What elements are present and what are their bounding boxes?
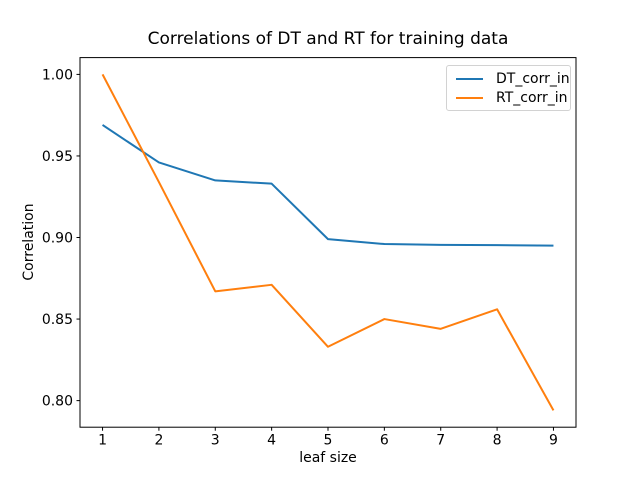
x-tick-label: 5	[324, 433, 333, 449]
legend-item: DT_corr_in	[456, 71, 570, 87]
legend-label: DT_corr_in	[496, 70, 570, 87]
chart-title: Correlations of DT and RT for training d…	[147, 29, 509, 49]
axes-frame	[79, 57, 577, 428]
series-line-DT_corr_in	[101, 124, 554, 247]
x-tick-label: 1	[98, 433, 107, 449]
legend: DT_corr_in RT_corr_in	[446, 65, 571, 111]
y-axis-label: Correlation	[21, 203, 37, 281]
x-tick-label: 9	[549, 433, 558, 449]
x-tick-label: 2	[154, 433, 163, 449]
x-tick-label: 3	[211, 433, 220, 449]
x-tick-label: 8	[493, 433, 502, 449]
y-tick-label: 0.85	[42, 312, 73, 328]
y-tick-label: 0.80	[42, 394, 73, 410]
legend-item: RT_corr_in	[456, 90, 568, 106]
y-tick-label: 1.00	[42, 67, 73, 83]
x-tick-label: 7	[436, 433, 445, 449]
series-line-RT_corr_in	[101, 73, 555, 411]
legend-line-sample	[456, 96, 483, 99]
x-tick-label: 6	[380, 433, 389, 449]
legend-line-sample	[456, 77, 483, 80]
y-tick-label: 0.90	[42, 231, 73, 247]
x-tick-label: 4	[267, 433, 276, 449]
legend-label: RT_corr_in	[496, 89, 568, 106]
x-axis-label: leaf size	[299, 450, 357, 466]
y-tick-label: 0.95	[42, 149, 73, 165]
